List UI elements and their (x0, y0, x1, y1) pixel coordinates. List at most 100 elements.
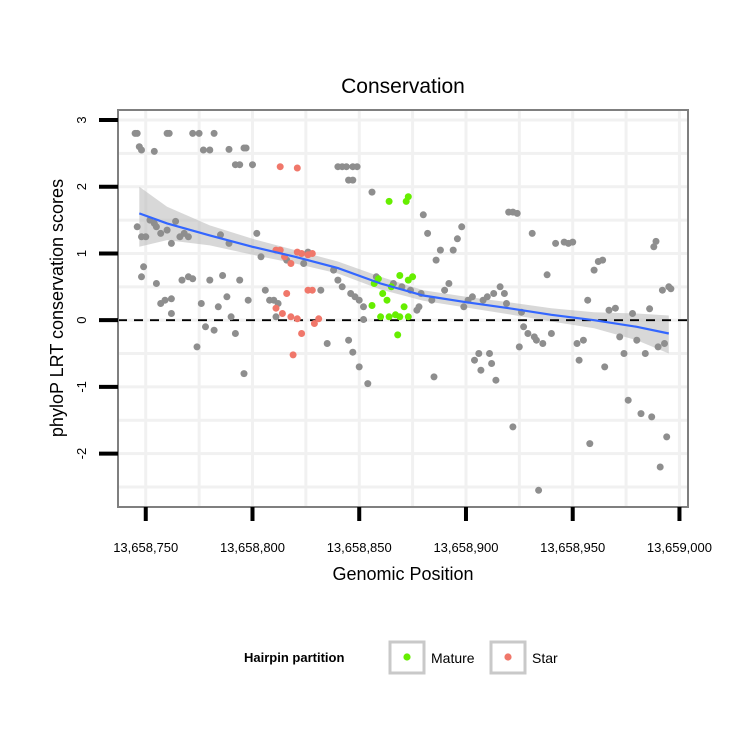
y-tick-label: 3 (74, 116, 89, 123)
point-other (424, 229, 432, 237)
point-other (240, 370, 248, 378)
point-other (641, 350, 649, 357)
point-other (152, 223, 160, 231)
point-other (629, 310, 636, 317)
point-mature (404, 313, 412, 321)
point-other (189, 129, 197, 137)
point-other (353, 163, 361, 171)
point-other (624, 396, 632, 404)
point-other (323, 340, 331, 347)
point-other (253, 229, 261, 237)
point-other (210, 129, 218, 137)
point-star (298, 250, 306, 257)
point-other (611, 304, 619, 312)
point-other (601, 363, 609, 371)
point-other (569, 238, 577, 246)
legend-key-star-dot (504, 653, 512, 661)
point-other (584, 296, 592, 304)
point-other (150, 147, 158, 155)
point-other (460, 303, 468, 311)
point-mature (396, 272, 404, 279)
point-other (206, 276, 214, 284)
point-other (219, 272, 227, 279)
point-mature (374, 275, 382, 283)
point-other (458, 223, 466, 231)
point-mature (409, 273, 417, 281)
point-other (633, 336, 641, 344)
point-mature (379, 290, 387, 297)
point-other (195, 129, 203, 137)
point-other (430, 373, 438, 381)
point-other (345, 336, 353, 344)
point-other (475, 350, 483, 357)
point-other (338, 283, 346, 291)
point-other (605, 306, 613, 314)
point-other (515, 343, 523, 351)
point-other (349, 176, 357, 184)
point-other (138, 273, 145, 281)
point-other (453, 235, 461, 243)
point-other (167, 295, 175, 303)
point-other (197, 300, 205, 307)
point-other (509, 423, 517, 431)
point-other (656, 463, 664, 471)
point-other (654, 343, 662, 351)
y-tick-label: 2 (74, 183, 89, 190)
point-other (539, 340, 547, 347)
point-other (133, 129, 141, 137)
data-points (131, 129, 675, 494)
point-other (661, 340, 668, 347)
point-star (308, 286, 316, 294)
point-star (276, 163, 284, 171)
point-other (543, 271, 551, 279)
point-mature (385, 197, 393, 205)
point-other (189, 275, 197, 283)
point-other (413, 306, 421, 314)
legend-label-star: Star (532, 650, 558, 666)
point-star (289, 351, 297, 359)
point-other (441, 286, 449, 294)
point-other (261, 286, 269, 294)
x-tick-label: 13,658,750 (113, 540, 178, 555)
point-other (257, 253, 265, 261)
point-other (355, 296, 363, 304)
point-other (202, 323, 209, 331)
point-mature (400, 303, 408, 311)
legend-label-mature: Mature (431, 650, 475, 666)
point-other (161, 296, 169, 304)
point-other (637, 410, 645, 418)
x-tick-label: 13,658,950 (540, 540, 605, 555)
point-star (283, 290, 291, 297)
point-other (167, 239, 175, 247)
point-star (308, 250, 316, 257)
point-other (658, 286, 666, 294)
point-mature (368, 302, 376, 309)
smooth-trend-line (138, 212, 670, 335)
point-other (223, 293, 231, 301)
point-star (310, 320, 318, 327)
point-other (432, 256, 440, 264)
point-other (528, 229, 536, 237)
point-other (349, 348, 357, 356)
x-tick-label: 13,659,000 (647, 540, 712, 555)
point-other (242, 144, 250, 152)
point-other (500, 290, 508, 297)
point-other (616, 333, 624, 341)
x-axis-label: Genomic Position (332, 564, 473, 584)
point-other (650, 243, 658, 251)
x-tick-label: 13,658,800 (220, 540, 285, 555)
point-other (364, 380, 372, 388)
point-other (178, 276, 186, 284)
point-other (449, 246, 457, 254)
point-mature (377, 313, 385, 321)
y-tick-label: -2 (74, 448, 89, 460)
point-other (445, 280, 453, 287)
point-other (199, 146, 207, 154)
point-other (214, 303, 222, 311)
y-tick-label: -1 (74, 381, 89, 393)
point-mature (394, 331, 402, 339)
point-other (368, 188, 376, 196)
point-other (590, 266, 598, 274)
point-other (300, 260, 308, 267)
